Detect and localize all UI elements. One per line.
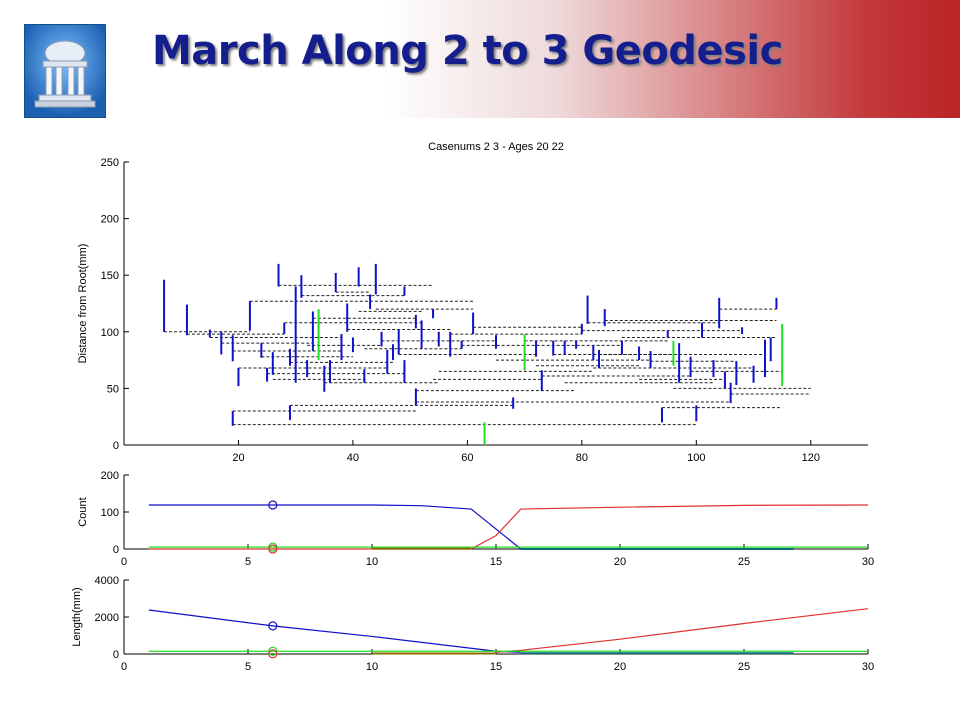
blue-series-line (148, 504, 522, 550)
x-tick-label: 25 (738, 556, 750, 568)
y-tick-label: 50 (107, 383, 119, 395)
blue-position-marker (268, 500, 278, 510)
x-tick-label: 0 (121, 556, 127, 568)
y-tick-label: 4000 (95, 575, 119, 587)
chart-title: Casenums 2 3 - Ages 20 22 (428, 141, 564, 153)
blue-position-marker (268, 621, 278, 631)
tree-plot-panel: 20 40 60 80 100 120 0 50 100 150 200 250 Distance fr… (77, 141, 868, 464)
x-tick-label: 20 (614, 556, 626, 568)
green-position-marker (268, 646, 278, 656)
y-axis-label: Count (77, 497, 89, 526)
y-tick-label: 100 (101, 507, 119, 519)
y-tick-label: 250 (101, 157, 119, 169)
x-tick-label: 10 (366, 556, 378, 568)
y-axis-label: Distance from Root(mm) (77, 244, 89, 364)
x-tick-label: 80 (576, 452, 588, 464)
red-series-line (148, 504, 869, 550)
y-tick-label: 200 (101, 214, 119, 226)
red-position-marker (268, 649, 278, 659)
y-axis-label: Length(mm) (71, 587, 83, 646)
blue-series-line (148, 609, 521, 653)
x-tick-label: 120 (802, 452, 820, 464)
x-tick-label: 100 (687, 452, 705, 464)
y-tick-label: 150 (101, 270, 119, 282)
red-series-line (495, 608, 869, 653)
red-position-marker (268, 544, 278, 554)
x-tick-label: 10 (366, 661, 378, 673)
y-tick-label: 0 (113, 440, 119, 452)
slide-header: March Along 2 to 3 Geodesic (0, 0, 960, 118)
x-tick-label: 5 (245, 556, 251, 568)
x-tick-label: 5 (245, 661, 251, 673)
x-tick-label: 60 (461, 452, 473, 464)
y-tick-label: 2000 (95, 612, 119, 624)
x-tick-label: 15 (490, 661, 502, 673)
x-tick-label: 30 (862, 556, 874, 568)
y-tick-label: 100 (101, 327, 119, 339)
x-tick-label: 30 (862, 661, 874, 673)
x-tick-label: 20 (232, 452, 244, 464)
x-tick-label: 40 (347, 452, 359, 464)
y-tick-label: 0 (113, 649, 119, 661)
x-tick-label: 0 (121, 661, 127, 673)
count-plot-panel: 0 5 10 15 20 25 30 0 100 200 Count (77, 470, 874, 568)
dome-column-building-icon (24, 24, 106, 118)
x-tick-label: 25 (738, 661, 750, 673)
length-plot-panel: 0 5 10 15 20 25 30 0 2000 4000 Length(mm) (71, 575, 874, 673)
y-tick-label: 0 (113, 544, 119, 556)
slide-title: March Along 2 to 3 Geodesic (152, 28, 783, 74)
y-tick-label: 200 (101, 470, 119, 482)
x-tick-label: 20 (614, 661, 626, 673)
x-tick-label: 15 (490, 556, 502, 568)
